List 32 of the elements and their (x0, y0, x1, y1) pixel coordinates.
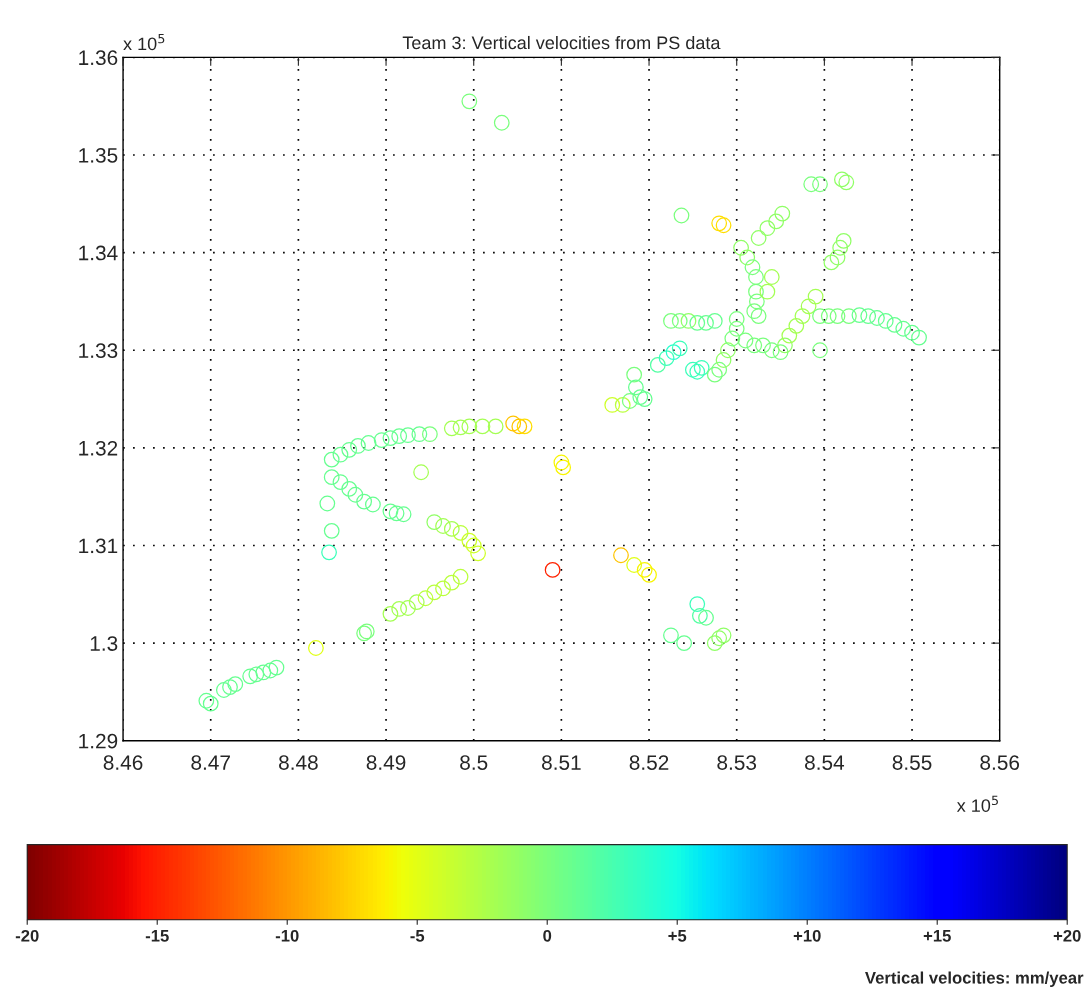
y-tick-label: 1.34 (79, 245, 118, 261)
y-tick-label: 1.29 (79, 733, 118, 749)
x-tick-label: 8.55 (892, 755, 932, 770)
y-tick-label: 1.33 (79, 343, 118, 358)
text: x 10$^{5}$ (956, 795, 998, 812)
color-bar-label: +10 (793, 929, 821, 942)
color-bar-label: +15 (923, 930, 951, 942)
x-tick-label: 8.46 (103, 755, 143, 770)
x-tick-label: 8.48 (279, 755, 318, 770)
y-tick-label: 1.36 (79, 50, 118, 66)
color-bar-label: -20 (15, 929, 39, 942)
x-tick-label: 8.54 (805, 755, 845, 770)
x-tick-label: 8.47 (191, 755, 230, 770)
color-bar-title: Vertical velocities: mm/year (865, 971, 1084, 988)
y-tick-label: 1.3 (90, 636, 118, 651)
color-bar-label: -10 (275, 929, 299, 942)
x-tick-label: 8.51 (542, 755, 581, 770)
color-bar-label: -15 (145, 930, 169, 942)
chart-title: Team 3: Vertical velocities from PS data (402, 35, 721, 50)
color-bar-label: +20 (1053, 929, 1081, 942)
color-bar-label: 0 (543, 929, 552, 942)
x-tick-label: 8.53 (717, 755, 757, 770)
y-tick-label: 1.35 (79, 147, 118, 163)
x-tick-label: 8.5 (460, 755, 488, 770)
color-bar-label: +5 (668, 930, 687, 942)
x-tick-label: 8.49 (366, 755, 406, 770)
text: x 10$^{5}$ (123, 33, 165, 51)
x-tick-label: 8.56 (980, 755, 1020, 770)
color-bar-label: -5 (410, 930, 425, 942)
y-tick-label: 1.31 (79, 538, 118, 554)
y-tick-label: 1.32 (79, 440, 118, 456)
x-tick-label: 8.52 (629, 755, 669, 770)
